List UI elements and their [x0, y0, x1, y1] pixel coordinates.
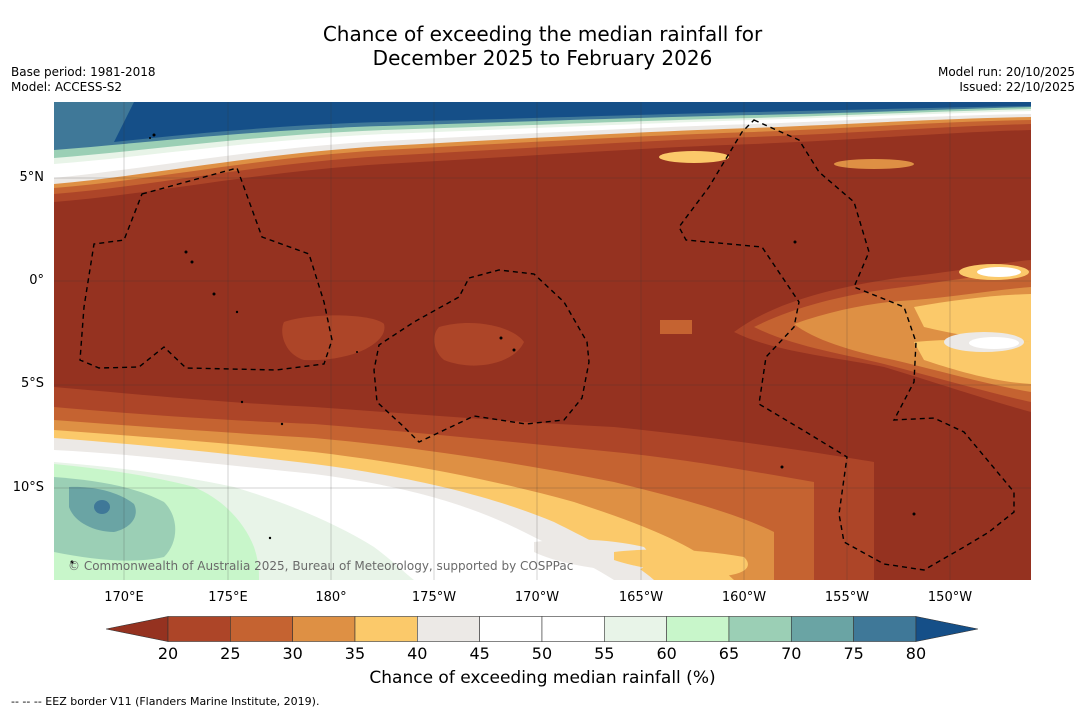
- colorbar-cell-c55-60: [604, 616, 667, 642]
- lat-label-0: 0°: [29, 273, 44, 288]
- colorbar-cell-c40-45: [417, 616, 480, 642]
- rainfall-map[interactable]: [54, 102, 1031, 580]
- colorbar-tick: 40: [407, 644, 428, 663]
- lon-label-170e: 170°E: [104, 590, 144, 605]
- central-features: [282, 315, 692, 366]
- model-run: Model run: 20/10/2025: [937, 65, 1075, 79]
- lat-label-5s: 5°S: [20, 376, 44, 391]
- colorbar-cell-c50-55: [541, 616, 605, 642]
- meta-left: Base period: 1981-2018 Model: ACCESS-S2: [11, 65, 156, 95]
- lon-label-180: 180°: [315, 590, 347, 605]
- model-name: Model: ACCESS-S2: [11, 80, 123, 94]
- lon-label-175w: 175°W: [411, 590, 457, 605]
- colorbar-cell-below-20: [106, 616, 169, 642]
- lat-label-5n: 5°N: [19, 170, 45, 185]
- lon-label-165w: 165°W: [618, 590, 664, 605]
- map-title-line1: Chance of exceeding the median rainfall …: [322, 22, 763, 46]
- colorbar-tick: 25: [220, 644, 241, 663]
- map-title-line2: December 2025 to February 2026: [372, 46, 713, 70]
- colorbar-cell-c45-50: [479, 616, 543, 642]
- colorbar-cell-c30-35: [292, 616, 356, 642]
- colorbar-tick: 45: [469, 644, 490, 663]
- gridlines: [54, 102, 1031, 580]
- colorbar-cell-c70-75: [790, 616, 854, 642]
- lon-label-150w: 150°W: [927, 590, 973, 605]
- colorbar-cell-c35-40: [354, 616, 418, 642]
- copyright-notice: © Commonwealth of Australia 2025, Bureau…: [68, 559, 574, 573]
- colorbar-tick: 55: [594, 644, 615, 663]
- colorbar-cell-c25-30: [230, 616, 293, 642]
- east-contours: [734, 260, 1031, 412]
- colorbar-tick: 80: [905, 644, 927, 663]
- colorbar-tick: 60: [656, 644, 677, 663]
- colorbar-cell-above-80: [915, 616, 978, 642]
- eez-footnote: -- -- -- EEZ border V11 (Flanders Marine…: [11, 695, 320, 708]
- colorbar-cell-c65-70: [728, 616, 792, 642]
- colorbar-tick: 30: [282, 644, 303, 663]
- lon-label-170w: 170°W: [514, 590, 560, 605]
- colorbar: [106, 616, 978, 642]
- south-contours: [54, 387, 874, 580]
- base-period: Base period: 1981-2018: [11, 65, 156, 79]
- lon-label-155w: 155°W: [824, 590, 870, 605]
- colorbar-cell-c75-80: [853, 616, 917, 642]
- lon-label-160w: 160°W: [721, 590, 767, 605]
- colorbar-tick: 75: [843, 644, 864, 663]
- issued-date: Issued: 22/10/2025: [959, 80, 1075, 94]
- lat-label-10s: 10°S: [12, 480, 44, 495]
- lon-label-175e: 175°E: [208, 590, 248, 605]
- colorbar-tick: 35: [344, 644, 366, 663]
- north-contours: [54, 102, 1031, 202]
- islands: [70, 133, 916, 564]
- colorbar-tick: 65: [718, 644, 740, 663]
- colorbar-label: Chance of exceeding median rainfall (%): [369, 668, 716, 688]
- colorbar-tick: 50: [531, 644, 553, 663]
- colorbar-tick: 70: [781, 644, 802, 663]
- eez-borders: [79, 119, 1015, 571]
- meta-right: Model run: 20/10/2025 Issued: 22/10/2025: [938, 65, 1075, 95]
- colorbar-cell-c60-65: [666, 616, 730, 642]
- colorbar-cell-c20-25: [167, 616, 231, 642]
- colorbar-tick: 20: [157, 644, 179, 663]
